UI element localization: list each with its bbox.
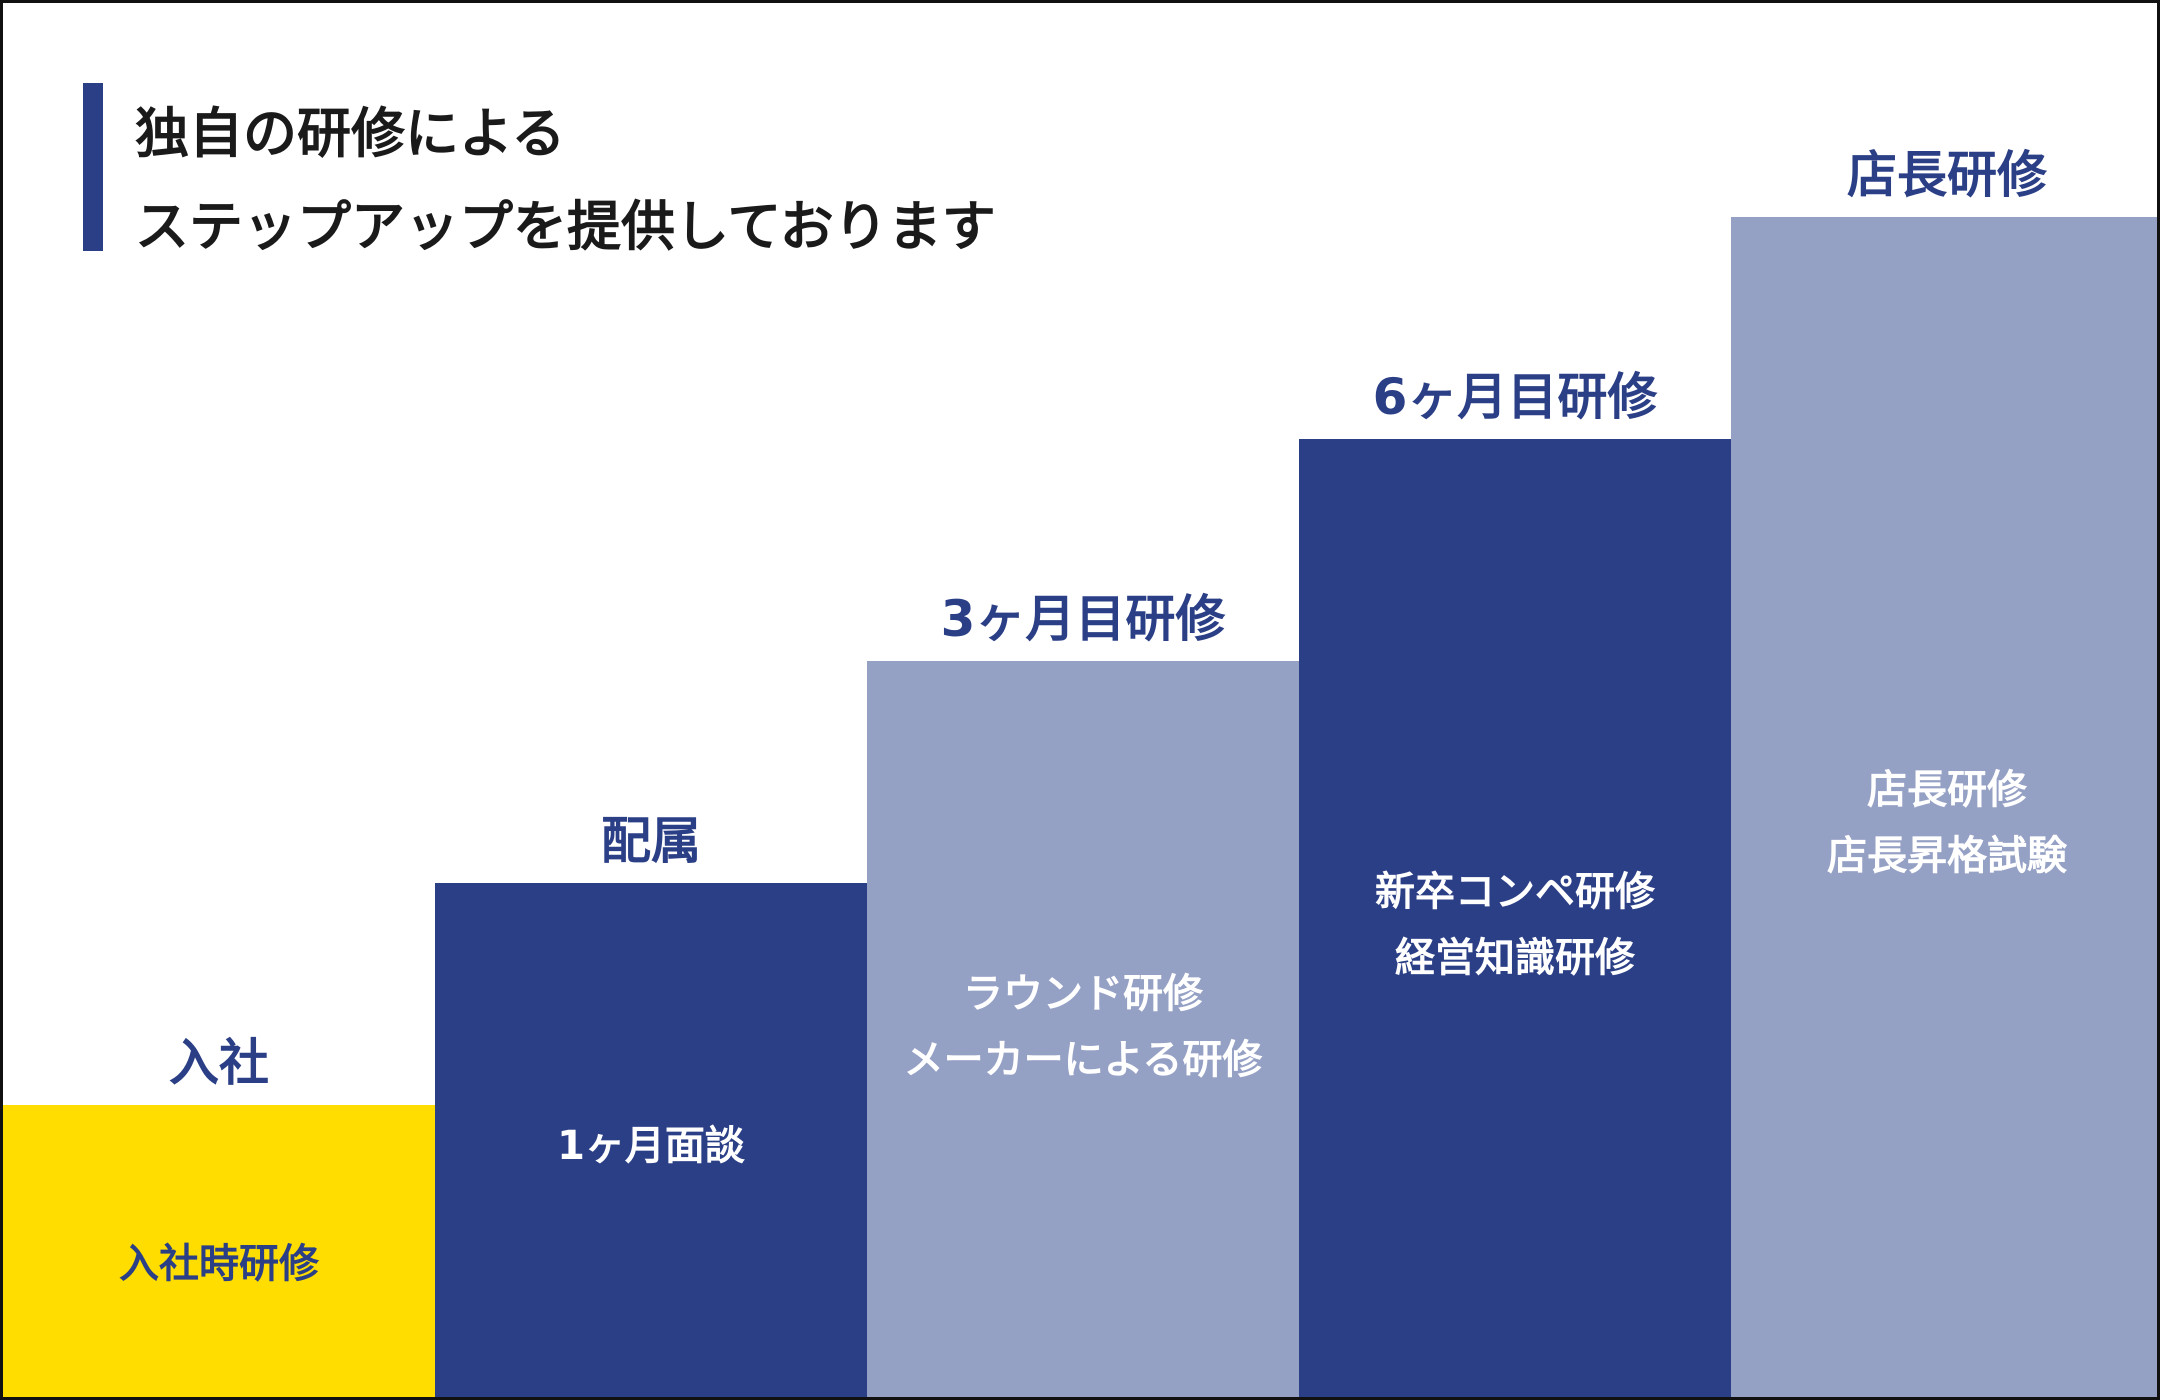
step-label-manager: 店長研修 <box>1847 146 2047 204</box>
step-label-3-month: 3ヶ月目研修 <box>940 590 1226 648</box>
step-item: 新卒コンペ研修 <box>1375 869 1655 915</box>
step-block-entry: 入社時研修 <box>3 1105 435 1397</box>
heading-accent-bar <box>83 83 103 251</box>
step-label-assignment: 配属 <box>601 812 701 870</box>
step-item: 入社時研修 <box>119 1241 319 1287</box>
step-block-assignment: 1ヶ月面談 <box>435 883 867 1397</box>
step-item: 経営知識研修 <box>1395 935 1635 981</box>
step-block-3-month: ラウンド研修 メーカーによる研修 <box>867 661 1299 1397</box>
title-line-1: 独自の研修による <box>135 102 566 165</box>
page-title: 独自の研修による ステップアップを提供しております <box>135 87 996 273</box>
step-item: 店長研修 <box>1867 767 2027 813</box>
step-item: 店長昇格試験 <box>1827 833 2067 879</box>
step-item: 1ヶ月面談 <box>557 1123 745 1169</box>
step-item: メーカーによる研修 <box>903 1037 1263 1083</box>
step-block-manager: 店長研修 店長昇格試験 <box>1731 217 2157 1397</box>
step-block-6-month: 新卒コンペ研修 経営知識研修 <box>1299 439 1731 1397</box>
step-label-entry: 入社 <box>169 1034 269 1092</box>
step-item: ラウンド研修 <box>963 971 1203 1017</box>
title-line-2: ステップアップを提供しております <box>135 195 996 258</box>
step-label-6-month: 6ヶ月目研修 <box>1372 368 1658 426</box>
